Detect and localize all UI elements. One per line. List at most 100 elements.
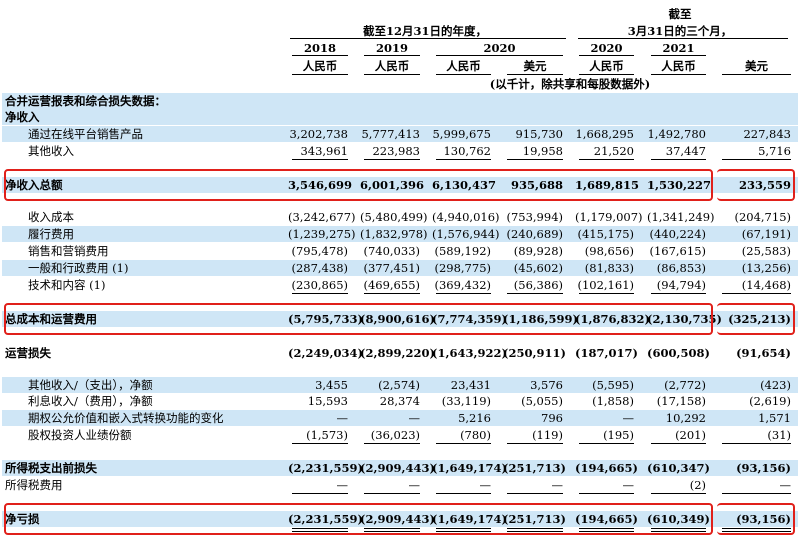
value-cell: (440,224) (649, 227, 706, 241)
value-cell: (1,573) (306, 428, 348, 442)
year-header: 2020 (483, 41, 516, 55)
subtotal-underline (507, 293, 563, 294)
value-cell: (1,341,249) (647, 210, 715, 224)
value-cell: (102,161) (577, 278, 634, 292)
subtotal-underline (507, 443, 563, 444)
value-cell: (251,713) (503, 461, 566, 475)
row-label: 运营损失 (5, 346, 51, 360)
row-label: 期权公允价值和嵌入式转换功能的变化 (28, 411, 224, 425)
currency-header: 美元 (745, 59, 768, 73)
row-band (2, 460, 798, 476)
value-cell: (1,858) (592, 394, 634, 408)
value-cell: — (551, 478, 564, 492)
value-cell: 233,559 (738, 178, 791, 192)
value-cell: (167,615) (649, 244, 706, 258)
value-cell: 1,492,780 (647, 127, 706, 141)
subtotal-underline (364, 493, 420, 494)
total-costs-highlight-right (717, 303, 795, 335)
value-cell: (369,432) (434, 278, 491, 292)
subtotal-underline (364, 293, 420, 294)
period-year-header: 截至12月31日的年度， (362, 24, 487, 38)
value-cell: (1,643,922) (432, 346, 507, 360)
row-band (2, 311, 798, 327)
value-cell: (45,602) (513, 261, 563, 275)
value-cell: (377,451) (363, 261, 420, 275)
year-header-rule (292, 55, 348, 56)
value-cell: (795,478) (291, 244, 348, 258)
subtotal-underline (292, 293, 348, 294)
value-cell: (5,595) (592, 378, 634, 392)
subtotal-underline (651, 443, 706, 444)
value-cell: — (408, 478, 421, 492)
value-cell: (5,795,733) (288, 312, 363, 326)
subtotal-underline (722, 159, 791, 160)
net-loss-highlight-left (4, 503, 713, 535)
subtotal-underline (364, 443, 420, 444)
value-cell: — (779, 478, 792, 492)
table-row: 总成本和运营费用 (5,795,733) (8,900,616) (7,774,359… (0, 311, 800, 327)
value-cell: — (622, 478, 635, 492)
value-cell: 23,431 (450, 378, 491, 392)
value-cell: 37,447 (665, 144, 706, 158)
header-rule-year (290, 38, 566, 39)
value-cell: 10,292 (665, 411, 706, 425)
subtotal-underline (436, 293, 491, 294)
subtotal-underline (507, 493, 563, 494)
value-cell: 6,130,437 (432, 178, 497, 192)
table-row: 一般和行政费用 (1) (287,438) (377,451) (298,775) (4… (0, 260, 800, 276)
table-row: 其他收入 343,961 223,983 130,762 19,958 21,520 37,… (0, 143, 800, 159)
value-cell: (194,665) (575, 512, 638, 526)
value-cell: (187,017) (575, 346, 638, 360)
row-band (2, 177, 798, 193)
value-cell: (1,832,978) (360, 227, 428, 241)
table-row: 履行费用 (1,239,275) (1,832,978) (1,576,944) (24… (0, 226, 800, 242)
row-label: 其他收入/（支出），净额 (28, 378, 153, 392)
value-cell: (780) (460, 428, 491, 442)
value-cell: (298,775) (434, 261, 491, 275)
subtotal-underline (722, 493, 791, 494)
row-label: 收入成本 (28, 210, 74, 224)
row-label: 所得税支出前损失 (5, 461, 97, 475)
table-row: 通过在线平台销售产品 3,202,738 5,777,413 5,999,675 915… (0, 126, 800, 142)
value-cell: 130,762 (443, 144, 491, 158)
row-label: 技术和内容 (1) (28, 278, 106, 292)
year-header-rule (364, 55, 420, 56)
value-cell: (1,179,007) (575, 210, 643, 224)
value-cell: (194,665) (575, 461, 638, 475)
value-cell: — (336, 411, 349, 425)
value-cell: (86,853) (656, 261, 706, 275)
value-cell: (195) (603, 428, 634, 442)
subtotal-underline (722, 293, 791, 294)
table-row: 股权投资人业绩份额 (1,573) (36,023) (780) (119) (195) (… (0, 427, 800, 443)
subtotal-underline (579, 443, 634, 444)
value-cell: (17,158) (656, 394, 706, 408)
table-row: 净亏损 (2,231,559) (2,909,443) (1,649,174) (251… (0, 511, 800, 527)
value-cell: (2,231,559) (288, 512, 363, 526)
value-cell: (740,033) (363, 244, 420, 258)
value-cell: 915,730 (515, 127, 563, 141)
value-cell: (325,213) (728, 312, 791, 326)
year-header: 2021 (662, 41, 695, 55)
row-band (2, 260, 798, 276)
net-revenue-total-highlight-right (717, 169, 795, 201)
row-label: 净收入 (5, 110, 40, 124)
currency-header: 人民币 (661, 59, 696, 73)
value-cell: — (336, 478, 349, 492)
row-label: 一般和行政费用 (1) (28, 261, 129, 275)
value-cell: 227,843 (743, 127, 791, 141)
value-cell: (33,119) (441, 394, 491, 408)
subtotal-underline (436, 493, 491, 494)
value-cell: (98,656) (584, 244, 634, 258)
total-double-underline (292, 528, 348, 532)
total-double-underline (651, 528, 706, 532)
table-row: 利息收入/（费用），净额 15,593 28,374 (33,119) (5,055) (… (0, 393, 800, 409)
unit-note: (以千计，除共享和每股数据外) (489, 77, 651, 91)
currency-header: 人民币 (446, 59, 481, 73)
value-cell: (589,192) (434, 244, 491, 258)
total-double-underline (722, 528, 791, 532)
table-row: 技术和内容 (1) (230,865) (469,655) (369,432) (56,… (0, 277, 800, 293)
value-cell: (1,239,275) (288, 227, 356, 241)
subtotal-underline (579, 493, 634, 494)
row-band (2, 226, 798, 242)
